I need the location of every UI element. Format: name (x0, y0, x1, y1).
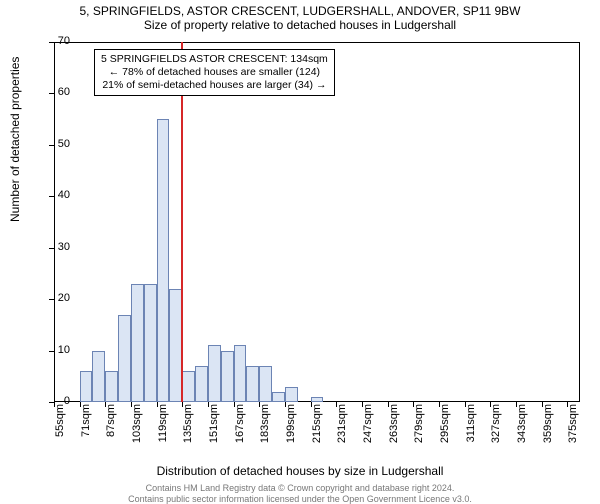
annotation-line-3: 21% of semi-detached houses are larger (… (101, 79, 328, 92)
annotation-line-2: ← 78% of detached houses are smaller (12… (101, 66, 328, 79)
x-tick-label: 247sqm (362, 404, 374, 444)
histogram-bar (208, 345, 221, 402)
histogram-bar (246, 366, 259, 402)
x-tick-label: 71sqm (80, 404, 92, 444)
x-tick-label: 279sqm (413, 404, 425, 444)
histogram-bar (234, 345, 247, 402)
y-axis-label: Number of detached properties (8, 57, 22, 222)
histogram-bar (182, 371, 195, 402)
x-tick-label: 375sqm (567, 404, 579, 444)
histogram-bar (80, 371, 93, 402)
x-tick-label: 231sqm (336, 404, 348, 444)
x-tick-label: 103sqm (131, 404, 143, 444)
histogram-bar (157, 119, 170, 402)
y-tick-label: 40 (46, 189, 70, 201)
footer-line-1: Contains HM Land Registry data © Crown c… (0, 483, 600, 493)
chart-title-sub: Size of property relative to detached ho… (0, 18, 600, 32)
histogram-bar (144, 284, 157, 402)
histogram-bar (221, 351, 234, 402)
y-tick-label: 30 (46, 241, 70, 253)
histogram-bar (311, 397, 324, 402)
x-tick-label: 87sqm (105, 404, 117, 444)
y-tick-label: 70 (46, 35, 70, 47)
y-tick-label: 20 (46, 292, 70, 304)
x-tick-label: 311sqm (465, 404, 477, 444)
x-axis-label: Distribution of detached houses by size … (0, 464, 600, 478)
y-tick-label: 50 (46, 138, 70, 150)
x-tick-label: 183sqm (259, 404, 271, 444)
histogram-bar (195, 366, 208, 402)
x-tick-label: 119sqm (157, 404, 169, 444)
histogram-bar (259, 366, 272, 402)
y-tick-label: 10 (46, 344, 70, 356)
x-tick-label: 135sqm (182, 404, 194, 444)
x-tick-label: 215sqm (311, 404, 323, 444)
x-tick-label: 167sqm (234, 404, 246, 444)
x-tick-label: 151sqm (208, 404, 220, 444)
annotation-line-1: 5 SPRINGFIELDS ASTOR CRESCENT: 134sqm (101, 53, 328, 66)
x-tick-label: 55sqm (54, 404, 66, 444)
x-tick-label: 199sqm (285, 404, 297, 444)
histogram-bar (272, 392, 285, 402)
x-tick-label: 343sqm (516, 404, 528, 444)
histogram-bar (105, 371, 118, 402)
x-tick-label: 327sqm (490, 404, 502, 444)
footer-line-2: Contains public sector information licen… (0, 494, 600, 504)
y-tick-label: 60 (46, 86, 70, 98)
histogram-bar (285, 387, 298, 402)
histogram-bar (92, 351, 105, 402)
x-tick-label: 295sqm (439, 404, 451, 444)
histogram-bar (131, 284, 144, 402)
annotation-box: 5 SPRINGFIELDS ASTOR CRESCENT: 134sqm ← … (94, 49, 335, 96)
x-tick-label: 263sqm (388, 404, 400, 444)
title-block: 5, SPRINGFIELDS, ASTOR CRESCENT, LUDGERS… (0, 0, 600, 32)
property-size-chart: 5, SPRINGFIELDS, ASTOR CRESCENT, LUDGERS… (0, 0, 600, 500)
histogram-bar (118, 315, 131, 402)
chart-title-main: 5, SPRINGFIELDS, ASTOR CRESCENT, LUDGERS… (0, 4, 600, 18)
x-tick-label: 359sqm (542, 404, 554, 444)
